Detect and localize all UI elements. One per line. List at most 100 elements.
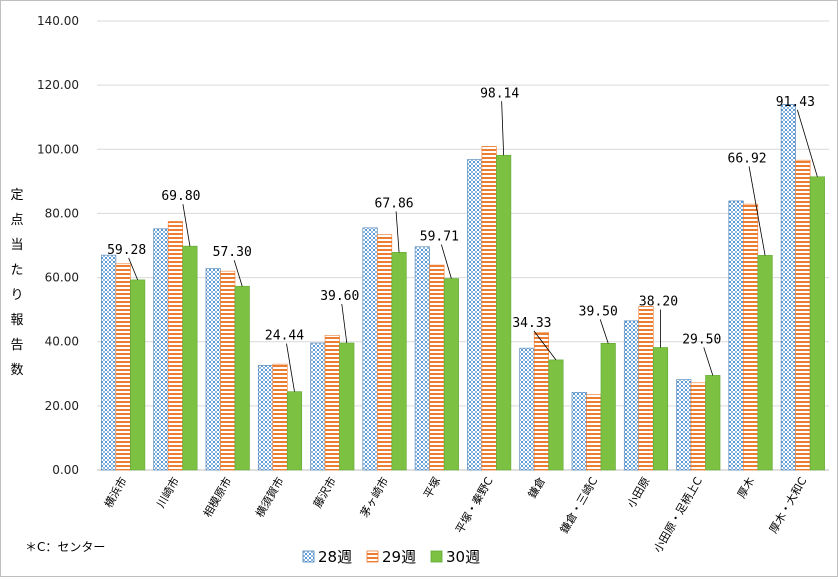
data-label: 59.71: [420, 230, 459, 245]
category-label: 鎌倉・三崎C: [557, 474, 601, 536]
leader-line: [440, 244, 452, 279]
category-label: 小田原: [625, 475, 653, 510]
category-label: 横須賀市: [252, 475, 286, 520]
bar-3: [234, 285, 250, 471]
bar-3: [339, 342, 355, 471]
bar-1: [310, 342, 326, 471]
bar-2: [690, 382, 706, 471]
leader-line: [748, 166, 766, 256]
bar-3: [391, 252, 407, 471]
leader-line: [703, 347, 714, 376]
y-tick-label: 20.00: [45, 399, 79, 413]
category-label: 鎌倉: [525, 475, 548, 501]
data-label: 66.92: [728, 151, 767, 166]
leader-line: [533, 330, 557, 361]
bar-2: [795, 159, 811, 471]
y-axis-label-char: 告: [10, 338, 23, 353]
bar-1: [362, 227, 378, 471]
data-labels: 59.28 69.80 57.30 24.44 39.60 67.86 59.71 98.14…: [107, 86, 815, 347]
legend-swatch: [302, 550, 315, 563]
y-tick-label: 0.00: [52, 463, 79, 477]
category-label: 藤沢市: [310, 475, 339, 511]
data-label: 67.86: [375, 196, 414, 211]
bar-2: [429, 264, 445, 471]
data-label: 38.20: [639, 294, 678, 309]
annotation-note: ＊C：センター: [25, 540, 105, 554]
category-label: 相模原市: [200, 475, 234, 520]
data-label: 29.50: [682, 332, 721, 347]
category-label: 茅ヶ崎市: [357, 475, 391, 520]
y-axis-ticks: 0.00 20.00 40.00 60.00 80.00 100.00 120.00 140.…: [37, 14, 79, 477]
bar-2: [533, 332, 549, 471]
data-label: 91.43: [776, 95, 815, 110]
y-tick-label: 100.00: [37, 142, 79, 156]
leader-line: [233, 260, 243, 287]
y-axis-label-char: た: [10, 263, 23, 278]
bar-2: [220, 270, 236, 471]
y-tick-label: 40.00: [45, 335, 79, 349]
category-labels: 横浜市 川崎市 相模原市 横須賀市 藤沢市 茅ヶ崎市 平塚 平塚・秦野C 鎌倉 鎌倉・三崎C 小田原…: [101, 474, 809, 555]
bar-3: [182, 245, 198, 471]
data-label: 39.50: [579, 304, 618, 319]
bar-1: [623, 320, 640, 471]
leader-line: [341, 303, 348, 344]
bar-2: [481, 146, 497, 471]
y-tick-label: 120.00: [37, 78, 79, 92]
bar-1: [676, 379, 692, 471]
bar-2: [743, 203, 759, 471]
y-axis-label-char: 当: [10, 238, 23, 253]
legend-label: 28週: [318, 548, 352, 566]
bar-1: [257, 365, 274, 471]
leader-line: [128, 257, 139, 281]
y-tick-label: 60.00: [45, 271, 79, 285]
bar-1: [205, 268, 221, 471]
data-label: 24.44: [265, 329, 304, 344]
legend-swatch: [430, 550, 443, 563]
bar-3: [443, 278, 459, 471]
bar-2: [638, 306, 654, 471]
y-axis-label-char: 定: [10, 188, 23, 203]
bar-1: [467, 159, 483, 471]
leader-line: [501, 101, 505, 156]
category-label: 平塚・秦野C: [452, 474, 496, 536]
category-label: 横浜市: [101, 475, 130, 511]
leader-line: [182, 204, 191, 247]
y-tick-label: 80.00: [45, 206, 79, 220]
legend-swatch: [366, 550, 379, 563]
leader-line: [395, 211, 400, 253]
leader-line: [599, 319, 609, 344]
bar-3: [496, 154, 512, 471]
data-label: 34.33: [512, 316, 551, 331]
leader-line: [286, 343, 295, 392]
category-label: 小田原・足柄上C: [651, 475, 705, 555]
bar-1: [519, 347, 535, 471]
bar-2: [324, 334, 340, 471]
bar-1: [780, 104, 796, 471]
data-label: 69.80: [161, 189, 200, 204]
bar-2: [586, 394, 602, 471]
bar-2: [115, 263, 131, 471]
category-label: 厚木・大和C: [766, 474, 810, 536]
bars: [101, 104, 825, 471]
bar-1: [101, 254, 117, 471]
category-label: 厚木: [735, 475, 757, 501]
bar-1: [728, 200, 744, 471]
bar-3: [548, 359, 564, 471]
category-label: 川崎市: [153, 475, 182, 511]
bar-2: [272, 363, 288, 471]
bar-3: [130, 279, 146, 471]
legend: 28週 29週 30週: [302, 548, 480, 566]
category-label: 平塚: [421, 475, 443, 501]
bar-3: [705, 375, 721, 471]
bar-2: [377, 234, 393, 471]
y-axis-label-char: 数: [10, 363, 23, 378]
label-leader-lines: [128, 101, 818, 392]
bar-1: [414, 246, 430, 471]
bar-3: [757, 255, 773, 471]
y-axis-label-char: り: [10, 288, 23, 303]
data-label: 98.14: [480, 86, 519, 101]
leader-line: [796, 109, 818, 177]
